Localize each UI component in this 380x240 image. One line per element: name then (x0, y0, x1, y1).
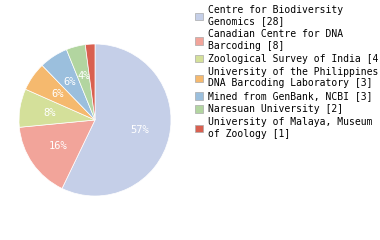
Text: 16%: 16% (48, 141, 67, 151)
Text: 8%: 8% (44, 108, 56, 118)
Wedge shape (25, 66, 95, 120)
Legend: Centre for Biodiversity
Genomics [28], Canadian Centre for DNA
Barcoding [8], Zo: Centre for Biodiversity Genomics [28], C… (195, 5, 380, 139)
Wedge shape (85, 44, 95, 120)
Wedge shape (62, 44, 171, 196)
Text: 6%: 6% (51, 89, 64, 99)
Wedge shape (19, 120, 95, 188)
Wedge shape (19, 89, 95, 127)
Wedge shape (42, 49, 95, 120)
Text: 4%: 4% (77, 71, 90, 81)
Wedge shape (66, 45, 95, 120)
Text: 6%: 6% (64, 77, 76, 87)
Text: 57%: 57% (130, 125, 149, 135)
